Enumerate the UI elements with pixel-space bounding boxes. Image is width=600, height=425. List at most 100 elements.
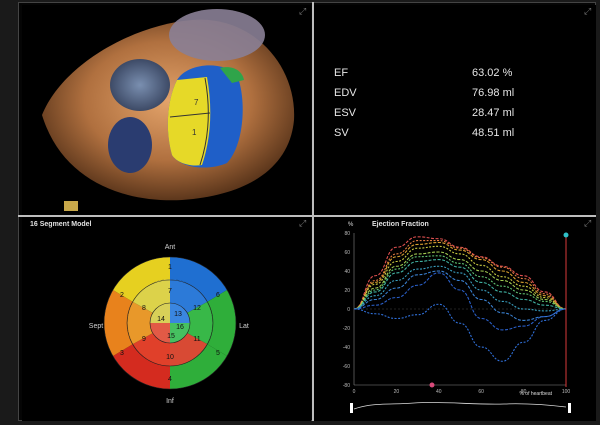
segment-14[interactable] (150, 303, 170, 323)
metric-label: ESV (334, 107, 357, 119)
y-unit-label: % (348, 222, 354, 228)
x-tick-label: 40 (436, 389, 442, 395)
orientation-top-label: Ant (165, 244, 176, 251)
series-line-1[interactable] (353, 236, 567, 310)
segment-4[interactable] (113, 344, 170, 389)
segment-label: 4 (168, 376, 172, 383)
segment-label: 7 (194, 98, 199, 107)
mesh-line (199, 77, 209, 166)
segment-label: 6 (216, 292, 220, 299)
series-line-6[interactable] (353, 255, 567, 310)
ring-outline (103, 256, 237, 390)
segment-8[interactable] (133, 279, 170, 313)
segment-6[interactable] (207, 290, 236, 356)
cursor-handle-top[interactable] (563, 232, 569, 238)
y-ticks: 80 60 40 20 0 -20 -40 -60 -80 (343, 231, 350, 389)
segment-15[interactable] (150, 323, 170, 343)
segment-label: 7 (168, 288, 172, 295)
volume-render: 7 1 (42, 9, 295, 211)
expand-icon[interactable]: ⤢ (299, 219, 307, 229)
segment-1[interactable] (170, 257, 227, 302)
x-tick-label: 60 (478, 389, 484, 395)
atrium-shape (169, 9, 265, 61)
ejection-fraction-pane: Ejection Fraction % 80 60 40 20 0 -20 -40 -60 -8… (314, 217, 596, 421)
segment-11[interactable] (170, 333, 207, 366)
pane-title: 16 Segment Model (30, 221, 92, 228)
segment-number-labels: 1 2 3 4 5 6 7 8 9 10 11 12 13 14 15 16 (120, 264, 220, 383)
y-tick-label: -60 (343, 364, 350, 370)
series-line-4[interactable] (353, 245, 567, 310)
x-tick-label: 80 (521, 389, 527, 395)
segment-10[interactable] (133, 333, 170, 366)
volume-render-pane[interactable]: 7 1 ⤢ (22, 5, 311, 215)
y-tick-label: 40 (344, 269, 350, 275)
metrics-pane: EF 63.02 % EDV 76.98 ml ESV 28.47 ml SV … (314, 5, 596, 215)
series-line-5[interactable] (353, 251, 567, 310)
metric-label: SV (334, 127, 349, 139)
orientation-marker[interactable] (64, 201, 78, 211)
y-tick-label: -20 (343, 326, 350, 332)
segment-13[interactable] (170, 303, 190, 323)
es-marker[interactable] (429, 382, 435, 388)
bullseye-pane: 16 Segment Model 1 2 3 4 5 6 7 (22, 217, 311, 421)
segment-16[interactable] (170, 323, 190, 343)
segment-label: 8 (142, 305, 146, 312)
orientation-left-label: Sept (89, 323, 103, 330)
ecg-marker-left[interactable] (350, 403, 353, 413)
series-line-10[interactable] (353, 303, 567, 362)
series-line-2[interactable] (353, 240, 567, 310)
metric-value: 76.98 ml (472, 87, 515, 99)
expand-icon[interactable]: ⤢ (584, 7, 592, 17)
x-axis-label: % of heartbeat (519, 391, 552, 397)
bullseye-chart: 1 2 3 4 5 6 7 8 9 10 11 12 13 14 15 16 A… (89, 244, 249, 405)
y-tick-label: 60 (344, 250, 350, 256)
mesh-line (169, 112, 211, 118)
segment-label: 10 (166, 354, 174, 361)
segment-9[interactable] (127, 302, 153, 344)
series-line-3[interactable] (353, 241, 567, 310)
expand-icon[interactable]: ⤢ (584, 219, 592, 229)
metric-value: 28.47 ml (472, 107, 515, 119)
ecg-trace (353, 402, 567, 410)
segment-label: 2 (120, 292, 124, 299)
metric-label: EF (334, 67, 349, 79)
lv-mesh-yellow (167, 77, 211, 166)
outflow-shape (108, 117, 152, 173)
metric-value: 63.02 % (472, 67, 513, 79)
pane-divider-vertical[interactable] (312, 2, 314, 421)
segment-label: 1 (168, 264, 172, 271)
orientation-bottom-label: Inf (166, 398, 174, 405)
segment-label: 12 (193, 305, 201, 312)
cavity-shape (110, 59, 170, 111)
segment-label: 16 (176, 324, 184, 331)
ring-outline (126, 279, 214, 367)
segment-7[interactable] (170, 279, 207, 313)
series-line-7[interactable] (353, 259, 567, 310)
segment-label: 13 (174, 311, 182, 318)
segment-label: 3 (120, 350, 124, 357)
series-line-9[interactable] (353, 270, 567, 321)
metric-label: EDV (334, 87, 357, 99)
y-tick-label: 0 (347, 307, 350, 313)
series-group (353, 236, 567, 362)
ef-chart: % 80 60 40 20 0 -20 -40 -60 -80 0 20 40 60 80 100 % o… (343, 222, 571, 413)
segment-5[interactable] (170, 344, 227, 389)
expand-icon[interactable]: ⤢ (299, 7, 307, 17)
series-line-11[interactable] (353, 272, 567, 331)
x-tick-label: 0 (353, 389, 356, 395)
pane-divider-horizontal[interactable] (18, 215, 596, 217)
segment-2[interactable] (113, 257, 170, 302)
lv-mesh-green (220, 67, 244, 83)
x-tick-label: 100 (562, 389, 571, 395)
y-tick-label: -40 (343, 345, 350, 351)
segment-label: 15 (167, 333, 175, 340)
segment-label: 5 (216, 350, 220, 357)
ecg-marker-right[interactable] (568, 403, 571, 413)
segment-label: 9 (142, 336, 146, 343)
segment-3[interactable] (104, 290, 133, 356)
y-tick-label: -80 (343, 383, 350, 389)
segment-label: 14 (157, 316, 165, 323)
x-tick-label: 20 (394, 389, 400, 395)
orientation-labels: Ant Inf Sept Lat (89, 244, 249, 405)
segment-12[interactable] (187, 302, 213, 344)
